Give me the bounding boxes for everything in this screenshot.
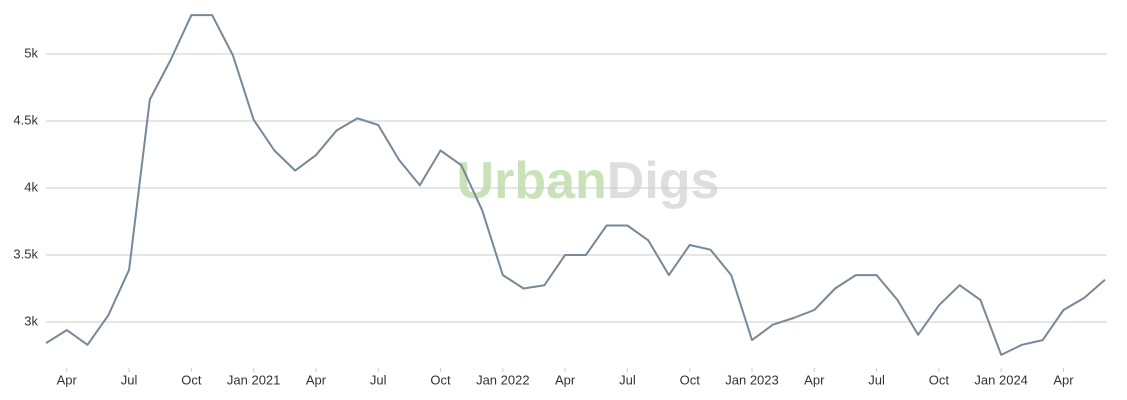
x-tick-label: Apr bbox=[555, 372, 576, 387]
watermark: UrbanDigs bbox=[457, 152, 720, 210]
x-tick-label: Jul bbox=[121, 372, 138, 387]
x-tick-label: Apr bbox=[804, 372, 825, 387]
x-tick-label: Apr bbox=[57, 372, 78, 387]
x-tick-label: Oct bbox=[680, 372, 701, 387]
x-tick-label: Oct bbox=[430, 372, 451, 387]
y-tick-label: 4.5k bbox=[13, 112, 38, 127]
x-tick-label: Jan 2022 bbox=[476, 372, 530, 387]
data-line bbox=[45, 14, 1106, 356]
x-tick-label: Oct bbox=[929, 372, 950, 387]
x-tick-label: Jan 2024 bbox=[974, 372, 1028, 387]
y-tick-label: 3k bbox=[24, 313, 38, 328]
x-tick-label: Jan 2021 bbox=[227, 372, 281, 387]
x-tick-label: Apr bbox=[1053, 372, 1074, 387]
x-tick-label: Oct bbox=[181, 372, 202, 387]
x-tick-label: Apr bbox=[306, 372, 327, 387]
y-tick-label: 3.5k bbox=[13, 246, 38, 261]
watermark-part: Digs bbox=[607, 152, 720, 210]
x-tick-label: Jul bbox=[868, 372, 885, 387]
x-tick-label: Jul bbox=[370, 372, 387, 387]
x-tick-label: Jul bbox=[619, 372, 636, 387]
y-tick-label: 4k bbox=[24, 179, 38, 194]
y-tick-label: 5k bbox=[24, 45, 38, 60]
x-tick-label: Jan 2023 bbox=[725, 372, 779, 387]
watermark-part: Urban bbox=[457, 152, 607, 210]
